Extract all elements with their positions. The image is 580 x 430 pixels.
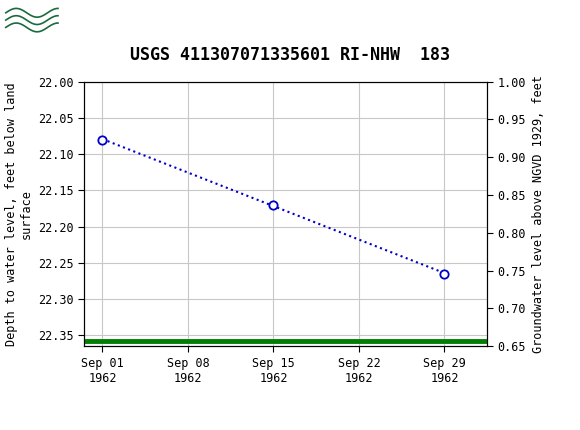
Text: USGS: USGS xyxy=(67,9,126,28)
Legend: Period of approved data: Period of approved data xyxy=(163,425,408,430)
Text: USGS 411307071335601 RI-NHW  183: USGS 411307071335601 RI-NHW 183 xyxy=(130,46,450,64)
Bar xyxy=(5,3,60,34)
Y-axis label: Depth to water level, feet below land
surface: Depth to water level, feet below land su… xyxy=(5,82,32,346)
Y-axis label: Groundwater level above NGVD 1929, feet: Groundwater level above NGVD 1929, feet xyxy=(532,75,545,353)
